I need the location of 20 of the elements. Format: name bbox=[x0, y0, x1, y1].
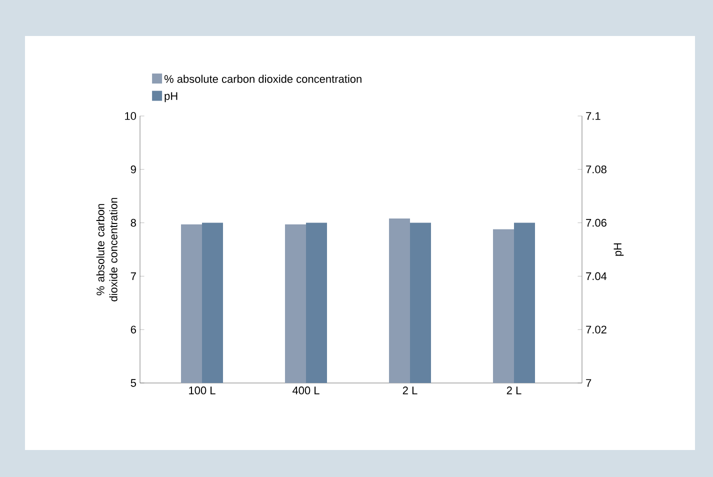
y-tick-label: 7 bbox=[130, 272, 136, 280]
y2-tick-label: 7.04 bbox=[586, 272, 607, 280]
y2-tick-label: 7.08 bbox=[586, 166, 606, 174]
x-tick-label: 2 L bbox=[402, 386, 418, 394]
legend-label: % absolute carbon dioxide concentration bbox=[164, 74, 362, 83]
y-tick-label: 8 bbox=[130, 218, 136, 227]
y2-tick-label: 7.06 bbox=[586, 218, 606, 227]
y2-tick-label: 7 bbox=[586, 379, 592, 387]
y2-tick-label: 7.1 bbox=[586, 112, 600, 120]
y-axis-title: % absolute carbon dioxide concentration bbox=[96, 198, 118, 302]
y2-tick-label: 7.02 bbox=[586, 326, 606, 334]
y2-axis-title: pH bbox=[614, 243, 624, 256]
x-tick-label: 400 L bbox=[292, 386, 320, 394]
x-tick-label: 100 L bbox=[189, 386, 216, 394]
x-tick-label: 2 L bbox=[506, 386, 522, 394]
y-tick-label: 5 bbox=[130, 379, 136, 387]
legend-label: pH bbox=[164, 92, 178, 102]
y-tick-label: 6 bbox=[130, 326, 136, 334]
y-tick-label: 9 bbox=[130, 166, 136, 174]
y-tick-label: 10 bbox=[125, 112, 136, 120]
